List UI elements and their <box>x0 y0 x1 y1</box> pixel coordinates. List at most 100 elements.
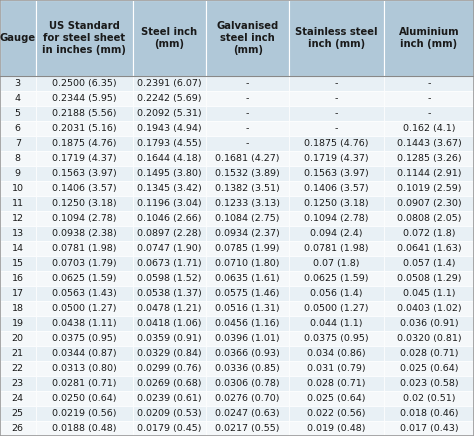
Text: 0.0247 (0.63): 0.0247 (0.63) <box>215 409 280 418</box>
Text: 0.0938 (2.38): 0.0938 (2.38) <box>52 229 117 238</box>
Text: 0.1719 (4.37): 0.1719 (4.37) <box>304 154 369 163</box>
Bar <box>0 361 36 376</box>
Bar <box>384 316 474 331</box>
Text: 23: 23 <box>12 379 24 388</box>
Text: 0.1406 (3.57): 0.1406 (3.57) <box>304 184 369 193</box>
Bar <box>384 181 474 196</box>
Text: 0.0747 (1.90): 0.0747 (1.90) <box>137 244 202 253</box>
Text: 0.0907 (2.30): 0.0907 (2.30) <box>397 199 461 208</box>
Text: 0.1793 (4.55): 0.1793 (4.55) <box>137 139 202 148</box>
Text: 4: 4 <box>15 94 21 103</box>
Text: 0.0336 (0.85): 0.0336 (0.85) <box>215 364 280 373</box>
Bar <box>133 136 206 151</box>
Bar <box>384 391 474 406</box>
Bar <box>384 106 474 121</box>
Text: 0.0500 (1.27): 0.0500 (1.27) <box>52 304 117 313</box>
Text: 0.1644 (4.18): 0.1644 (4.18) <box>137 154 202 163</box>
Text: 0.0306 (0.78): 0.0306 (0.78) <box>215 379 280 388</box>
Bar <box>289 166 384 181</box>
Text: 16: 16 <box>12 274 24 283</box>
Bar <box>0 0 36 76</box>
Bar <box>133 271 206 286</box>
Text: 0.0934 (2.37): 0.0934 (2.37) <box>215 229 280 238</box>
Bar <box>384 421 474 436</box>
Bar <box>206 271 289 286</box>
Text: Galvanised
steel inch
(mm): Galvanised steel inch (mm) <box>217 21 279 55</box>
Text: 7: 7 <box>15 139 21 148</box>
Bar <box>0 76 36 91</box>
Text: 0.2344 (5.95): 0.2344 (5.95) <box>52 94 117 103</box>
Bar <box>289 211 384 226</box>
Text: 0.072 (1.8): 0.072 (1.8) <box>403 229 455 238</box>
Bar <box>0 91 36 106</box>
Bar <box>0 271 36 286</box>
Text: 0.0508 (1.29): 0.0508 (1.29) <box>397 274 461 283</box>
Bar <box>289 421 384 436</box>
Text: 0.1094 (2.78): 0.1094 (2.78) <box>52 214 117 223</box>
Text: 0.1084 (2.75): 0.1084 (2.75) <box>215 214 280 223</box>
Text: 0.0250 (0.64): 0.0250 (0.64) <box>52 394 117 403</box>
Bar <box>0 151 36 166</box>
Bar <box>384 331 474 346</box>
Bar <box>36 376 133 391</box>
Bar <box>133 361 206 376</box>
Bar <box>133 301 206 316</box>
Text: 0.0209 (0.53): 0.0209 (0.53) <box>137 409 202 418</box>
Bar <box>384 196 474 211</box>
Bar <box>206 0 289 76</box>
Bar <box>206 391 289 406</box>
Bar <box>206 421 289 436</box>
Text: -: - <box>335 109 338 118</box>
Bar <box>206 226 289 241</box>
Bar <box>36 331 133 346</box>
Bar <box>384 226 474 241</box>
Bar <box>384 0 474 76</box>
Text: 0.0635 (1.61): 0.0635 (1.61) <box>215 274 280 283</box>
Text: 0.0403 (1.02): 0.0403 (1.02) <box>397 304 461 313</box>
Bar <box>289 376 384 391</box>
Bar <box>133 346 206 361</box>
Bar <box>289 91 384 106</box>
Bar <box>133 376 206 391</box>
Text: 0.0188 (0.48): 0.0188 (0.48) <box>52 424 117 433</box>
Bar <box>133 391 206 406</box>
Text: 0.1094 (2.78): 0.1094 (2.78) <box>304 214 369 223</box>
Bar <box>133 181 206 196</box>
Text: 0.1719 (4.37): 0.1719 (4.37) <box>52 154 117 163</box>
Bar <box>206 376 289 391</box>
Text: 0.023 (0.58): 0.023 (0.58) <box>400 379 458 388</box>
Bar <box>206 91 289 106</box>
Text: 0.044 (1.1): 0.044 (1.1) <box>310 319 363 328</box>
Bar <box>0 406 36 421</box>
Bar <box>384 241 474 256</box>
Bar <box>384 91 474 106</box>
Text: -: - <box>427 94 431 103</box>
Text: 0.2188 (5.56): 0.2188 (5.56) <box>52 109 117 118</box>
Bar <box>133 151 206 166</box>
Bar <box>36 391 133 406</box>
Text: 0.1345 (3.42): 0.1345 (3.42) <box>137 184 202 193</box>
Bar <box>289 346 384 361</box>
Bar <box>36 256 133 271</box>
Bar <box>384 376 474 391</box>
Bar <box>206 76 289 91</box>
Text: 0.0785 (1.99): 0.0785 (1.99) <box>215 244 280 253</box>
Bar <box>289 136 384 151</box>
Text: 0.1019 (2.59): 0.1019 (2.59) <box>397 184 461 193</box>
Text: 0.056 (1.4): 0.056 (1.4) <box>310 289 363 298</box>
Text: 0.0575 (1.46): 0.0575 (1.46) <box>215 289 280 298</box>
Bar <box>289 316 384 331</box>
Text: 0.0217 (0.55): 0.0217 (0.55) <box>215 424 280 433</box>
Text: 0.2242 (5.69): 0.2242 (5.69) <box>137 94 202 103</box>
Text: 0.07 (1.8): 0.07 (1.8) <box>313 259 360 268</box>
Text: 0.2500 (6.35): 0.2500 (6.35) <box>52 79 117 89</box>
Bar <box>36 181 133 196</box>
Bar <box>0 121 36 136</box>
Bar <box>289 0 384 76</box>
Text: Gauge: Gauge <box>0 33 36 43</box>
Text: 0.0478 (1.21): 0.0478 (1.21) <box>137 304 202 313</box>
Bar <box>206 106 289 121</box>
Text: 0.0641 (1.63): 0.0641 (1.63) <box>397 244 461 253</box>
Bar <box>384 151 474 166</box>
Text: 0.0366 (0.93): 0.0366 (0.93) <box>215 349 280 358</box>
